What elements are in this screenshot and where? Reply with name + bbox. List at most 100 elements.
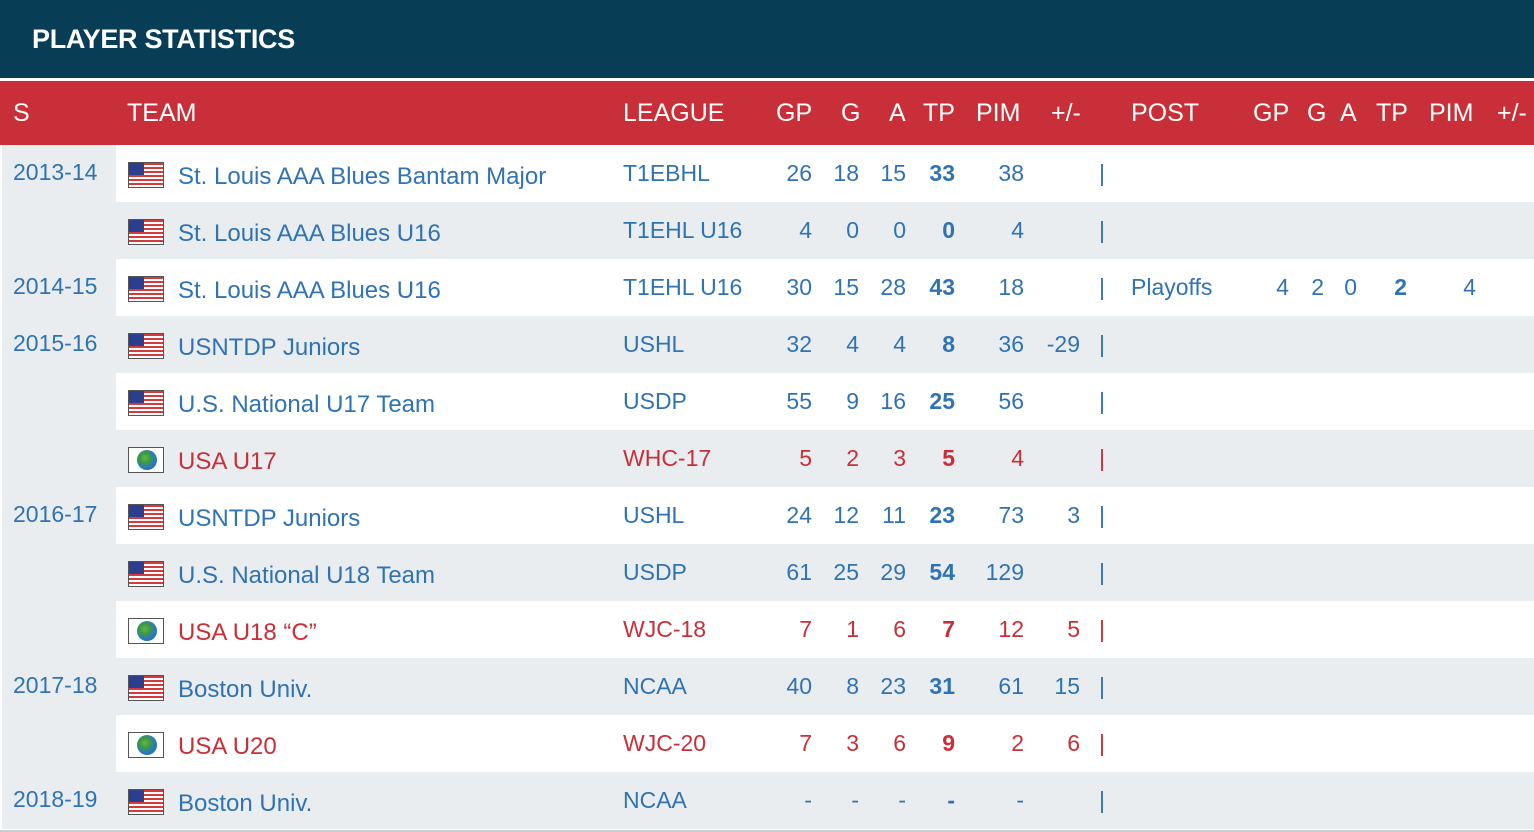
stat-post-g: 2 [1311, 274, 1324, 300]
stat-tp: 54 [929, 559, 955, 585]
stat-tp: 25 [929, 388, 955, 414]
stat-gp: 55 [786, 388, 812, 414]
header-post-pim[interactable]: PIM [1429, 99, 1474, 127]
season-link[interactable]: 2013-14 [13, 159, 98, 185]
team-link[interactable]: Boston Univ. [178, 790, 313, 817]
team-link[interactable]: USNTDP Juniors [178, 334, 361, 361]
stat-g: 4 [846, 331, 859, 357]
stat-post-pim: 4 [1463, 274, 1476, 300]
league-link[interactable]: WHC-17 [623, 445, 712, 471]
stat-post-plus-minus [1465, 658, 1525, 715]
league-link[interactable]: WJC-20 [623, 730, 707, 756]
stat-gp: 26 [786, 160, 812, 186]
header-g[interactable]: G [841, 99, 861, 127]
stat-post-plus-minus [1465, 373, 1525, 430]
team-link[interactable]: U.S. National U17 Team [178, 391, 436, 418]
header-league[interactable]: LEAGUE [623, 99, 725, 127]
header-post[interactable]: POST [1131, 99, 1200, 127]
row-background [116, 316, 1534, 373]
stat-post-plus-minus [1465, 544, 1525, 601]
header-post-g[interactable]: G [1307, 99, 1327, 127]
separator: | [1099, 559, 1105, 585]
league-link[interactable]: WJC-18 [623, 616, 707, 642]
stat-tp: 9 [942, 730, 955, 756]
table-row: 2015-16 USNTDP Juniors USHL 32 4 4 8 36 -29 | [0, 316, 1534, 373]
stat-a: - [898, 787, 906, 813]
stat-g: 25 [833, 559, 859, 585]
season-cell-bg [2, 430, 116, 487]
league-link[interactable]: T1EHL U16 [623, 217, 743, 243]
league-link[interactable]: USHL [623, 502, 685, 528]
header-pim[interactable]: PIM [976, 99, 1021, 127]
team-link[interactable]: USA U20 [178, 733, 277, 760]
team-link[interactable]: USA U18 “C” [178, 619, 317, 646]
separator: | [1099, 217, 1105, 243]
panel-title: PLAYER STATISTICS [32, 24, 295, 54]
table-row: U.S. National U17 Team USDP 55 9 16 25 56 | [0, 373, 1534, 430]
season-link[interactable]: 2014-15 [13, 273, 98, 299]
stat-pim: 38 [998, 160, 1024, 186]
separator: | [1099, 673, 1105, 699]
usa-flag-icon [128, 390, 164, 416]
team-link[interactable]: USNTDP Juniors [178, 505, 361, 532]
header-post-tp[interactable]: TP [1376, 99, 1408, 127]
season-link[interactable]: 2015-16 [13, 330, 98, 356]
league-link[interactable]: NCAA [623, 673, 687, 699]
stat-pim: - [1016, 787, 1024, 813]
stat-post-plus-minus [1465, 715, 1525, 772]
header-post-plus-minus[interactable]: +/- [1497, 99, 1527, 127]
stat-tp: 0 [942, 217, 955, 243]
stat-tp: 43 [929, 274, 955, 300]
league-link[interactable]: T1EHL U16 [623, 274, 743, 300]
season-link[interactable]: 2018-19 [13, 786, 98, 812]
team-link[interactable]: St. Louis AAA Blues Bantam Major [178, 163, 547, 190]
team-link[interactable]: St. Louis AAA Blues U16 [178, 220, 441, 247]
header-gp[interactable]: GP [776, 99, 813, 127]
stat-g: 3 [846, 730, 859, 756]
separator: | [1099, 274, 1105, 300]
usa-flag-icon [128, 276, 164, 302]
separator: | [1099, 730, 1105, 756]
header-team[interactable]: TEAM [127, 99, 197, 127]
row-background [116, 772, 1534, 829]
stat-pim: 4 [1011, 445, 1024, 471]
stat-gp: 7 [799, 616, 812, 642]
stat-post-tp [1347, 373, 1407, 430]
header-tp[interactable]: TP [923, 99, 955, 127]
season-link[interactable]: 2016-17 [13, 501, 98, 527]
usa-flag-icon [128, 789, 164, 815]
header-plus-minus[interactable]: +/- [1051, 99, 1081, 127]
season-cell-bg [2, 316, 116, 373]
stat-pim: 18 [998, 274, 1024, 300]
postseason-label: Playoffs [1131, 274, 1213, 300]
stat-post-tp [1347, 202, 1407, 259]
table-row: 2013-14 St. Louis AAA Blues Bantam Major T… [0, 145, 1534, 202]
stat-plus-minus [1020, 373, 1080, 430]
stat-post-a: 0 [1344, 274, 1357, 300]
team-link[interactable]: USA U17 [178, 448, 277, 475]
stat-g: 1 [846, 616, 859, 642]
season-cell-bg [2, 145, 116, 202]
stat-g: 8 [846, 673, 859, 699]
header-a[interactable]: A [889, 99, 906, 127]
team-link[interactable]: Boston Univ. [178, 676, 313, 703]
header-season[interactable]: S [13, 99, 30, 127]
league-link[interactable]: NCAA [623, 787, 687, 813]
world-flag-icon [128, 618, 164, 644]
header-post-a[interactable]: A [1340, 99, 1357, 127]
world-flag-icon [128, 447, 164, 473]
league-link[interactable]: USDP [623, 388, 687, 414]
league-link[interactable]: USDP [623, 559, 687, 585]
league-link[interactable]: USHL [623, 331, 685, 357]
season-link[interactable]: 2017-18 [13, 672, 98, 698]
stat-a: 16 [880, 388, 906, 414]
stat-a: 4 [893, 331, 906, 357]
stat-a: 6 [893, 730, 906, 756]
stat-post-tp: 2 [1394, 274, 1407, 300]
league-link[interactable]: T1EBHL [623, 160, 710, 186]
team-link[interactable]: St. Louis AAA Blues U16 [178, 277, 441, 304]
separator: | [1099, 388, 1105, 414]
header-post-gp[interactable]: GP [1253, 99, 1290, 127]
team-link[interactable]: U.S. National U18 Team [178, 562, 436, 589]
stat-gp: 4 [799, 217, 812, 243]
